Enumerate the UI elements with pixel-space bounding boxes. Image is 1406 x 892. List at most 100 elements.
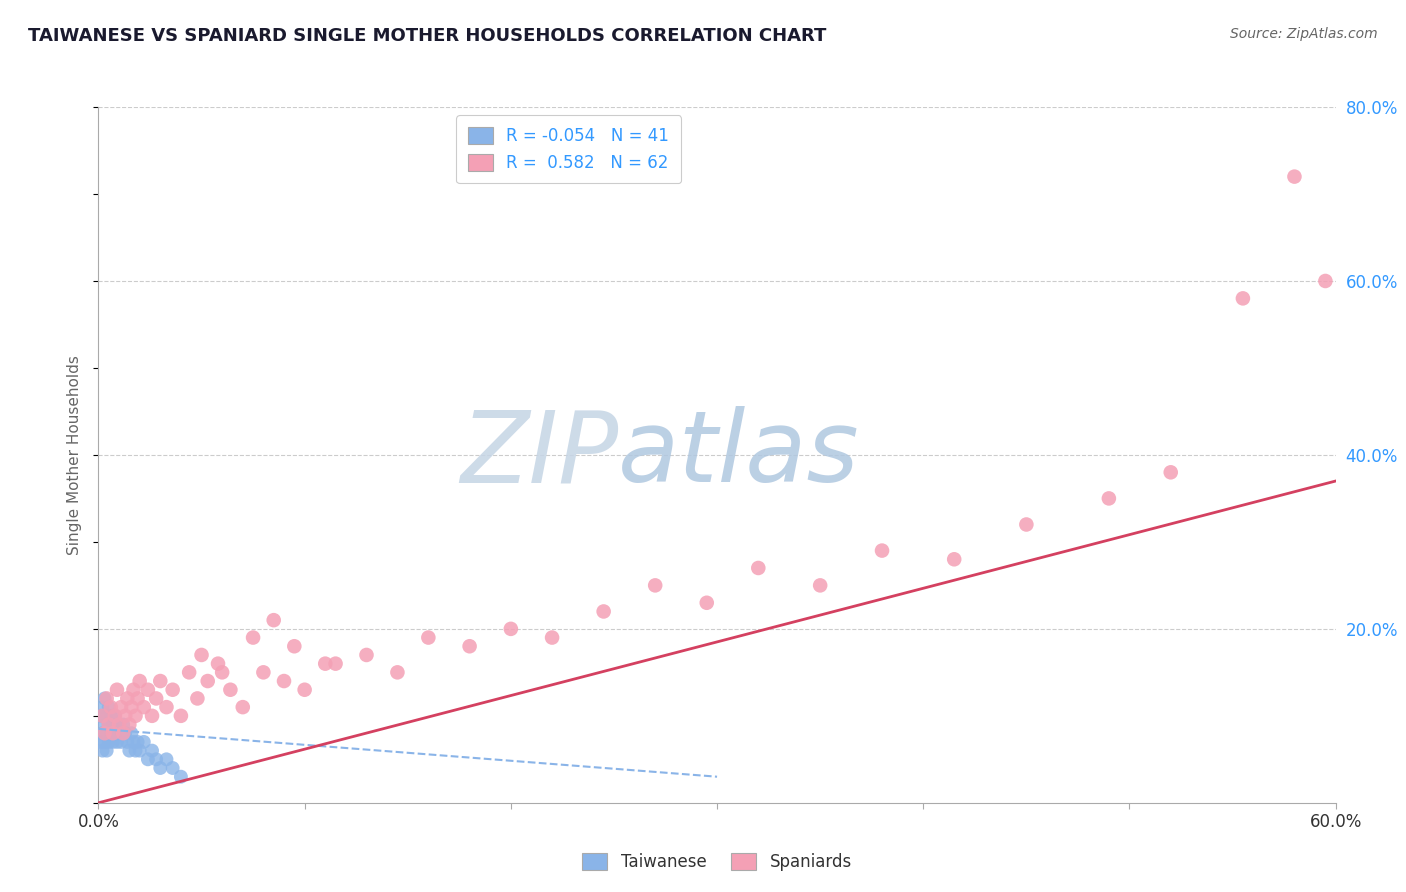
Point	[541, 631, 564, 645]
Point	[122, 682, 145, 697]
Point	[97, 717, 120, 731]
Point	[418, 631, 440, 645]
Point	[155, 700, 177, 714]
Point	[122, 735, 145, 749]
Point	[101, 726, 124, 740]
Point	[155, 752, 177, 766]
Point	[186, 691, 208, 706]
Point	[118, 744, 141, 758]
Point	[294, 682, 316, 697]
Point	[132, 735, 155, 749]
Point	[145, 752, 167, 766]
Point	[314, 657, 336, 671]
Point	[149, 674, 172, 689]
Point	[458, 639, 481, 653]
Point	[120, 726, 142, 740]
Point	[118, 717, 141, 731]
Point	[91, 708, 114, 723]
Point	[124, 744, 146, 758]
Point	[110, 700, 132, 714]
Point	[162, 682, 184, 697]
Point	[136, 682, 159, 697]
Point	[91, 744, 114, 758]
Point	[283, 639, 305, 653]
Point	[387, 665, 409, 680]
Point	[1232, 291, 1254, 305]
Point	[97, 735, 120, 749]
Text: Source: ZipAtlas.com: Source: ZipAtlas.com	[1230, 27, 1378, 41]
Point	[100, 726, 122, 740]
Point	[101, 717, 124, 731]
Point	[592, 605, 614, 619]
Point	[89, 735, 111, 749]
Point	[128, 674, 150, 689]
Point	[149, 761, 172, 775]
Point	[170, 770, 193, 784]
Point	[696, 596, 718, 610]
Point	[870, 543, 893, 558]
Point	[1284, 169, 1306, 184]
Point	[110, 735, 132, 749]
Point	[124, 708, 146, 723]
Point	[232, 700, 254, 714]
Point	[211, 665, 233, 680]
Point	[145, 691, 167, 706]
Point	[105, 735, 128, 749]
Point	[97, 717, 120, 731]
Text: TAIWANESE VS SPANIARD SINGLE MOTHER HOUSEHOLDS CORRELATION CHART: TAIWANESE VS SPANIARD SINGLE MOTHER HOUS…	[28, 27, 827, 45]
Point	[499, 622, 522, 636]
Point	[943, 552, 966, 566]
Point	[141, 744, 163, 758]
Point	[219, 682, 242, 697]
Point	[91, 726, 114, 740]
Point	[89, 708, 111, 723]
Point	[1315, 274, 1337, 288]
Point	[114, 726, 136, 740]
Point	[1160, 466, 1182, 480]
Point	[93, 691, 115, 706]
Point	[97, 700, 120, 714]
Point	[190, 648, 212, 662]
Point	[1015, 517, 1038, 532]
Point	[112, 717, 135, 731]
Point	[105, 682, 128, 697]
Point	[96, 691, 118, 706]
Point	[252, 665, 274, 680]
Point	[127, 735, 149, 749]
Point	[93, 735, 115, 749]
Text: atlas: atlas	[619, 407, 859, 503]
Point	[179, 665, 201, 680]
Point	[747, 561, 769, 575]
Point	[808, 578, 831, 592]
Point	[96, 726, 118, 740]
Point	[325, 657, 347, 671]
Point	[114, 708, 136, 723]
Point	[91, 700, 114, 714]
Point	[108, 726, 131, 740]
Point	[162, 761, 184, 775]
Point	[273, 674, 295, 689]
Point	[100, 700, 122, 714]
Legend: Taiwanese, Spaniards: Taiwanese, Spaniards	[575, 847, 859, 878]
Point	[207, 657, 229, 671]
Point	[120, 700, 142, 714]
Point	[197, 674, 219, 689]
Point	[136, 752, 159, 766]
Point	[108, 717, 131, 731]
Point	[104, 708, 127, 723]
Point	[112, 726, 135, 740]
Text: ZIP: ZIP	[460, 407, 619, 503]
Point	[242, 631, 264, 645]
Point	[101, 735, 124, 749]
Point	[644, 578, 666, 592]
Point	[128, 744, 150, 758]
Point	[96, 708, 118, 723]
Point	[170, 708, 193, 723]
Point	[132, 700, 155, 714]
Point	[96, 744, 118, 758]
Point	[100, 708, 122, 723]
Point	[105, 717, 128, 731]
Y-axis label: Single Mother Households: Single Mother Households	[67, 355, 83, 555]
Point	[117, 735, 139, 749]
Point	[104, 726, 127, 740]
